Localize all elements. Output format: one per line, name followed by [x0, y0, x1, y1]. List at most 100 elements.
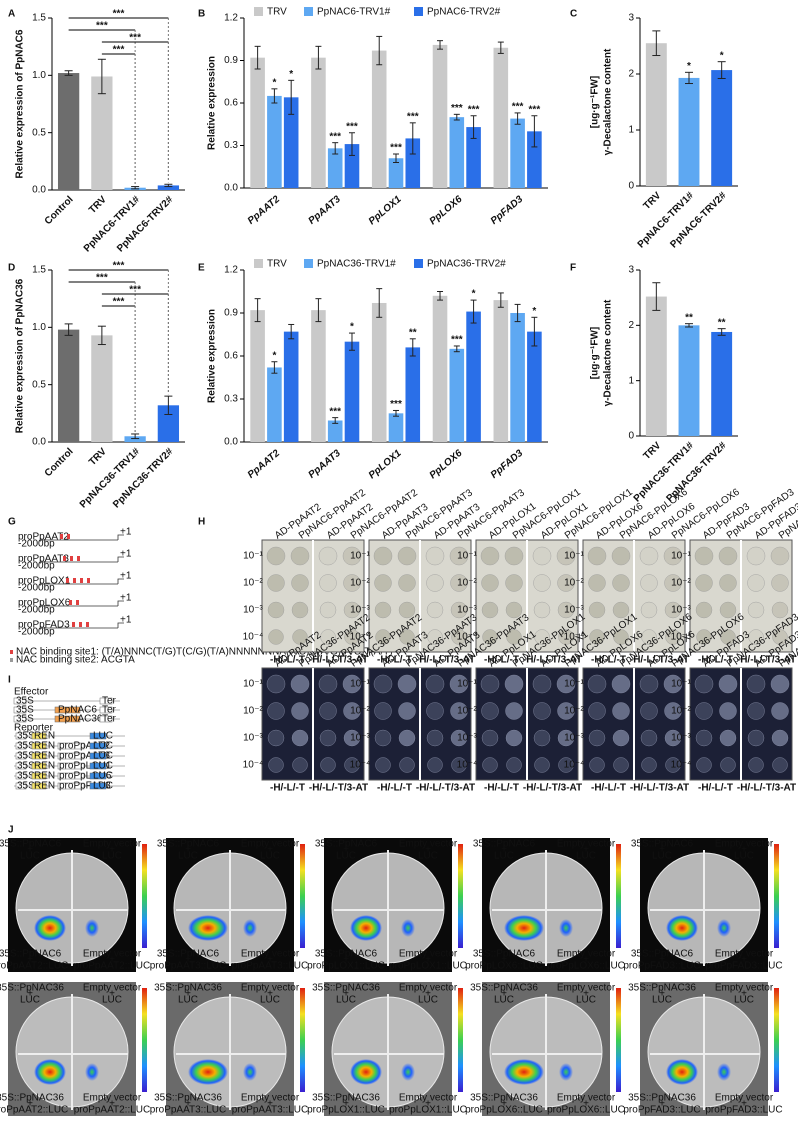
error-bar	[685, 71, 693, 85]
significance: ***	[129, 285, 141, 296]
significance: *	[472, 289, 476, 300]
leaf-label: LUC	[102, 851, 122, 862]
x-tick-label: PpLOX1	[367, 194, 404, 228]
tss-arrow	[117, 534, 124, 540]
colony	[534, 629, 550, 645]
error-bar	[64, 70, 73, 76]
error-bar	[531, 115, 538, 148]
colony	[588, 574, 606, 592]
leaf-label: +	[659, 989, 665, 1000]
error-bar	[652, 30, 661, 57]
bar	[91, 335, 113, 442]
leaf-label: proPpLOX1::LUC	[389, 961, 467, 972]
colony	[373, 674, 393, 694]
y-tick-label: 0	[628, 431, 634, 442]
dilution-label: 10⁻¹	[457, 551, 477, 562]
bar	[678, 77, 700, 186]
construct-part: LUC	[93, 741, 113, 752]
dilution-label: 10⁻²	[243, 706, 263, 717]
color-scale	[774, 988, 779, 1092]
dilution-label: 10⁻³	[671, 733, 691, 744]
construct-box	[15, 782, 27, 790]
colony	[425, 674, 445, 694]
luc-signal	[717, 919, 731, 937]
luc-signal	[717, 1063, 731, 1081]
dilution-label: 10⁻³	[350, 605, 370, 616]
colony	[640, 729, 658, 747]
dilution-label: 10⁻²	[457, 706, 477, 717]
error-bar	[254, 45, 261, 70]
colony	[318, 674, 338, 694]
colony	[746, 546, 766, 566]
medium-label: -H/-L/-T	[591, 655, 626, 666]
colony	[449, 674, 469, 694]
colony	[375, 629, 391, 645]
binding-site	[67, 534, 70, 539]
colony	[718, 546, 738, 566]
error-bar	[376, 35, 383, 66]
error-bar	[453, 345, 460, 353]
error-bar	[717, 328, 726, 336]
construct-box	[31, 772, 47, 780]
leaf-label: proPpAAT3::LUC	[232, 961, 309, 972]
colony	[695, 574, 713, 592]
colony	[613, 757, 629, 773]
y-tick-label: 1.5	[32, 265, 46, 276]
colony	[374, 702, 392, 720]
error-bar	[409, 338, 416, 357]
panel-letter: J	[8, 825, 14, 836]
colony	[291, 702, 309, 720]
construct-box	[89, 752, 107, 760]
construct-box	[54, 715, 81, 723]
leaf-label: proPpFAD3::LUC	[623, 1105, 700, 1116]
colony	[611, 674, 631, 694]
leaf-label: proPpFAD3::LUC	[705, 961, 782, 972]
x-tick-label: PpAAT2	[246, 448, 283, 481]
tss-label: +1	[120, 571, 132, 582]
y-axis-label: γ-Decalactone content	[603, 299, 614, 406]
construct-part: PpNAC6	[58, 705, 97, 716]
medium-label: -H/-L/-T/3-AT	[630, 783, 689, 794]
bar	[327, 420, 343, 442]
leaf-label: Empty vector	[715, 983, 774, 994]
leaf-label: Empty vector	[399, 983, 458, 994]
colony	[664, 729, 682, 747]
leaf-label: LUC	[576, 851, 596, 862]
binding-site	[66, 578, 69, 583]
error-bar	[315, 298, 322, 323]
significance: ***	[512, 102, 524, 113]
panel-letter: H	[198, 517, 205, 528]
colony	[319, 574, 337, 592]
colony	[747, 601, 765, 619]
colony	[533, 729, 551, 747]
leaf-label: +	[741, 1099, 747, 1110]
colony	[426, 601, 444, 619]
bar	[124, 436, 146, 442]
dilution-label: 10⁻²	[671, 706, 691, 717]
colony	[589, 757, 605, 773]
leaf-label: LUC	[20, 995, 40, 1006]
leaf-label: +	[583, 1099, 589, 1110]
construct-box	[57, 782, 85, 790]
tss-arrow	[117, 600, 124, 606]
error-bar	[514, 303, 521, 323]
construct-box	[15, 732, 27, 740]
leaf-label: LUC	[336, 995, 356, 1006]
y-tick-label: 0	[628, 181, 634, 192]
colony	[267, 601, 285, 619]
x-tick-label: TRV	[87, 446, 109, 468]
leaf-label: LUC	[20, 851, 40, 862]
construct-box	[57, 752, 85, 760]
colony	[771, 601, 789, 619]
y-axis-label: Relative expression of PpNAC6	[15, 29, 26, 178]
leaf-label: +	[27, 1099, 33, 1110]
leaf-label: +	[501, 1099, 507, 1110]
leaf-label: +	[109, 845, 115, 856]
colony	[695, 601, 713, 619]
colony	[426, 702, 444, 720]
leaf-label: +	[27, 955, 33, 966]
x-tick-label: Control	[43, 194, 76, 227]
significance: **	[685, 312, 693, 323]
x-tick-label: PpAAT3	[307, 194, 344, 227]
y-tick-label: 0.0	[32, 437, 46, 448]
